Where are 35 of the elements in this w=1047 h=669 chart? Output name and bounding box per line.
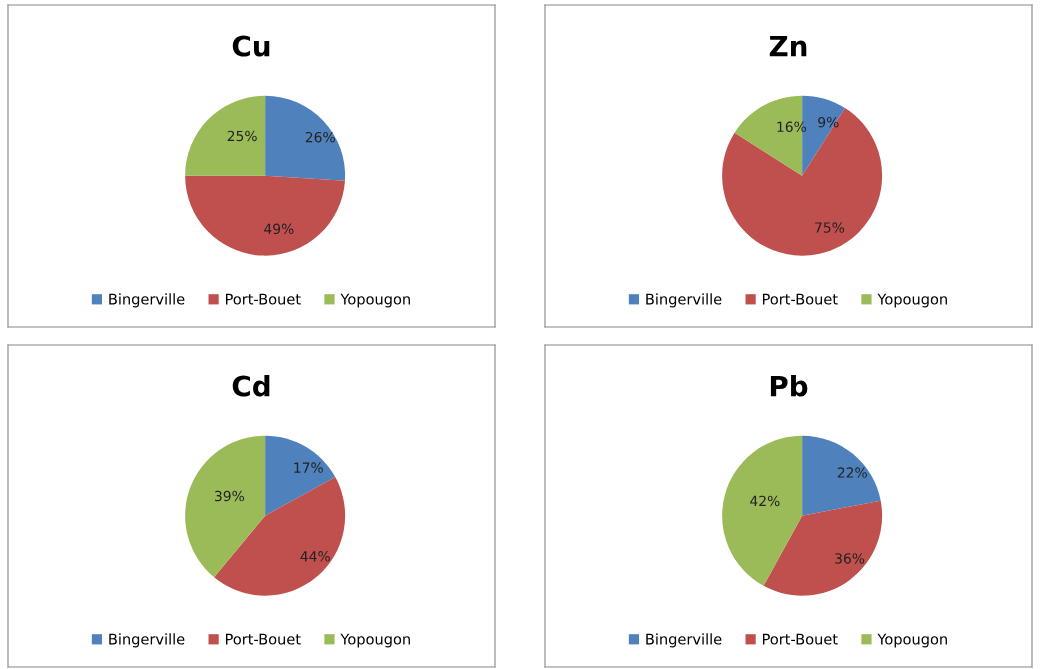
pie-slice [185,435,266,578]
pie-slice [722,108,883,256]
pie-slice [722,435,803,586]
legend-label: Yopougon [340,293,410,308]
data-label: 42% [750,495,780,507]
legend-label: Port-Bouet [225,633,301,645]
pie-slice [214,477,346,596]
pie-slice [265,435,336,516]
data-label: 39% [215,490,245,502]
legend-label: Bingerville [109,633,185,648]
chart-title: Pb [770,375,808,397]
data-label: 26% [305,131,335,143]
data-label: 75% [815,222,845,233]
legend-label: Bingerville [109,293,185,308]
data-label: 22% [837,467,867,478]
data-label: 44% [300,551,330,562]
data-label: 36% [835,553,865,564]
chart-title: Cd [232,375,270,397]
legend-label: Port-Bouet [762,633,838,645]
data-label: 17% [294,462,323,473]
pie-slice [185,175,345,256]
legend-label: Yopougon [877,633,947,648]
chart-title: Cu [232,35,270,57]
data-label: 49% [264,223,294,235]
legend-label: Yopougon [877,293,947,308]
legend-label: Port-Bouet [225,293,301,305]
pie-slice [265,95,346,181]
chart-title: Zn [769,35,807,57]
legend-label: Port-Bouet [762,293,838,305]
pie-slice [802,435,881,516]
pie-slice [185,95,266,176]
data-label: 25% [227,130,257,142]
legend-label: Bingerville [646,633,722,648]
legend-label: Bingerville [646,293,722,308]
legend-label: Yopougon [340,633,410,648]
